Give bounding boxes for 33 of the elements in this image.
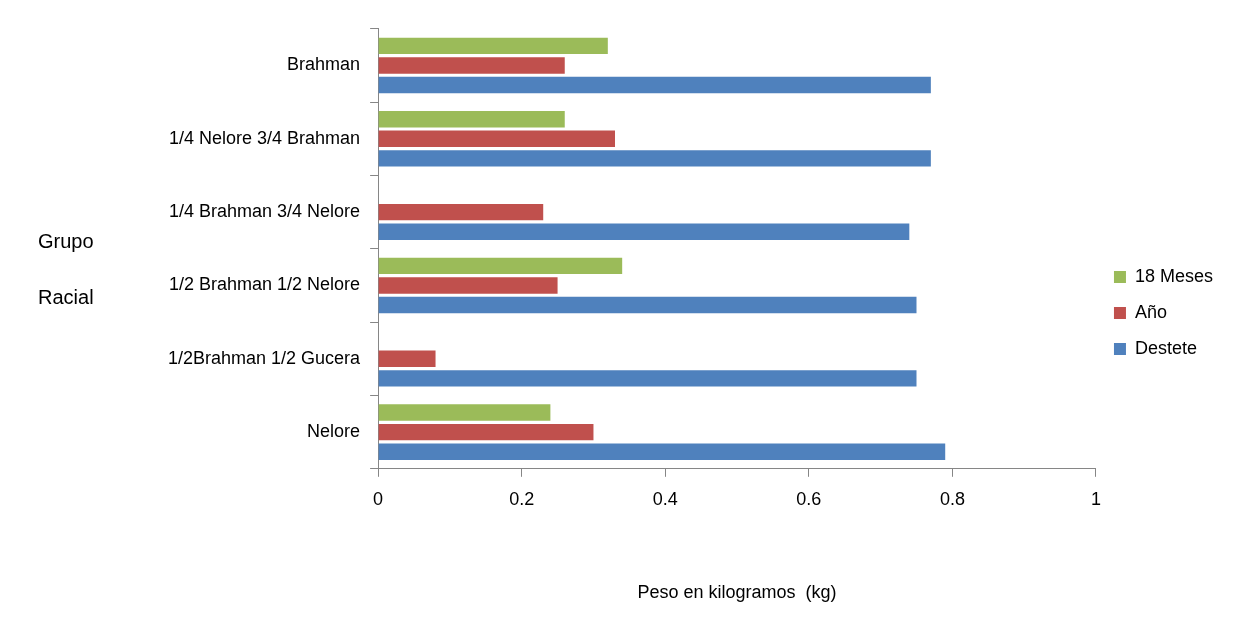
text: Grupo Racial [38, 230, 94, 308]
bar [378, 223, 910, 240]
bar [378, 296, 917, 314]
y-tick-label: 1/2 Brahman 1/2 Nelore [169, 274, 361, 295]
x-tick-label: 1 [1090, 488, 1101, 509]
y-tick-label: Nelore [307, 421, 361, 442]
bar [378, 423, 594, 441]
y-tick-label: Brahman [287, 54, 361, 75]
legend-label: Destete [1134, 337, 1198, 358]
bar [378, 37, 608, 55]
bar [378, 150, 931, 167]
bar [378, 203, 544, 221]
x-tick-label: 0.2 [509, 488, 535, 509]
bar [378, 76, 931, 94]
bar [378, 130, 615, 148]
legend-label: 18 Meses [1134, 265, 1214, 286]
x-tick-label: 0 [373, 488, 384, 509]
y-tick-label: 1/4 Nelore 3/4 Brahman [169, 127, 361, 148]
bar [378, 111, 565, 128]
x-tick-label: 0.8 [939, 488, 965, 509]
bar [378, 257, 623, 275]
y-tick-label: 1/4 Brahman 3/4 Nelore [169, 201, 361, 222]
y-tick-label: 1/2Brahman 1/2 Gucera [167, 347, 362, 368]
bar [378, 443, 946, 460]
bar [378, 370, 917, 387]
bar [378, 277, 558, 294]
bar [378, 350, 436, 368]
bar [378, 57, 565, 74]
x-tick-label: 0.4 [652, 488, 678, 509]
x-axis-title: Peso en kilogramos (kg) [637, 582, 837, 603]
x-tick-label: 0.6 [796, 488, 822, 509]
legend-label: Año [1134, 301, 1167, 322]
bar [378, 404, 551, 421]
